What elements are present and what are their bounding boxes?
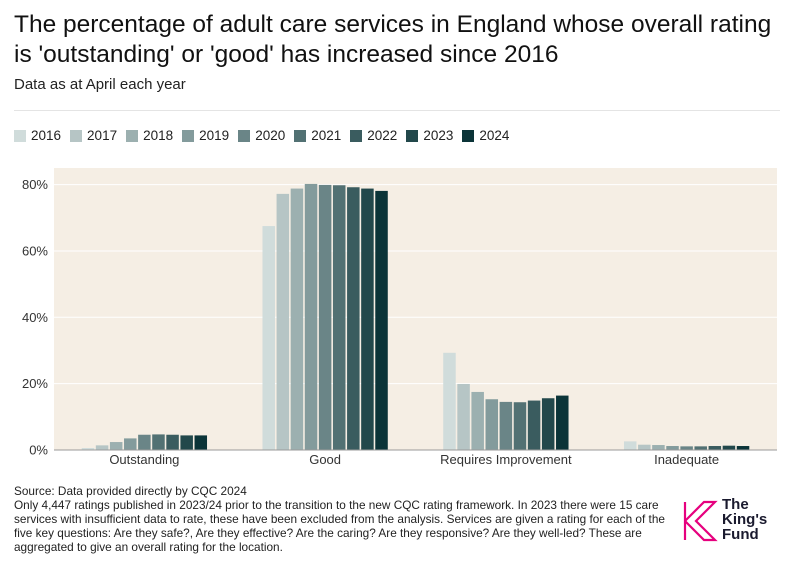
logo-line-1: The <box>722 496 749 513</box>
legend-label: 2019 <box>199 128 230 143</box>
bar-good-2024 <box>375 190 388 450</box>
bar-chart: 0% 20% 40% 60% 80% Outstanding Good Requires Im… <box>22 168 777 467</box>
bar-requires-improvement-2024 <box>556 395 569 450</box>
legend-label: 2021 <box>311 128 342 143</box>
bar-requires-improvement-2023 <box>541 398 555 450</box>
legend-item-2023: 2023 <box>406 128 453 143</box>
plot-background <box>54 168 777 450</box>
legend-item-2016: 2016 <box>14 128 61 143</box>
y-tick-label: 0% <box>29 443 48 458</box>
legend-label: 2018 <box>143 128 174 143</box>
kings-fund-k-icon <box>683 500 718 542</box>
legend-item-2018: 2018 <box>126 128 173 143</box>
legend-swatch <box>406 129 419 142</box>
bar-requires-improvement-2021 <box>513 402 527 450</box>
source-note: Source: Data provided directly by CQC 20… <box>14 484 247 498</box>
bar-inadequate-2023 <box>722 445 736 450</box>
bar-outstanding-2023 <box>180 435 193 450</box>
legend-label: 2017 <box>87 128 118 143</box>
legend-swatch <box>462 129 475 142</box>
bar-outstanding-2020 <box>138 434 151 450</box>
y-tick-label: 20% <box>22 376 48 391</box>
bar-good-2023 <box>361 188 374 451</box>
footer: Source: Data provided directly by CQC 20… <box>14 484 684 554</box>
y-tick-label: 80% <box>22 177 48 192</box>
legend-label: 2024 <box>479 128 510 143</box>
bar-inadequate-2016 <box>623 441 637 450</box>
legend-swatch <box>350 129 363 142</box>
bar-outstanding-2017 <box>95 445 109 450</box>
bar-inadequate-2021 <box>694 446 707 450</box>
bar-outstanding-2021 <box>152 434 165 450</box>
legend-label: 2016 <box>31 128 62 143</box>
legend-label: 2020 <box>255 128 286 143</box>
legend-label: 2022 <box>367 128 398 143</box>
legend-swatch <box>126 129 139 142</box>
bar-good-2016 <box>262 226 275 450</box>
divider <box>14 110 780 111</box>
bar-good-2022 <box>347 187 360 450</box>
methodology-note: Only 4,447 ratings published in 2023/24 … <box>14 498 665 554</box>
bar-good-2019 <box>304 183 318 450</box>
legend-item-2024: 2024 <box>462 128 509 143</box>
legend-item-2020: 2020 <box>238 128 285 143</box>
bar-requires-improvement-2019 <box>485 399 499 450</box>
legend-swatch <box>238 129 251 142</box>
x-category-label: Outstanding <box>109 452 179 467</box>
bar-outstanding-2022 <box>166 434 179 450</box>
legend-swatch <box>14 129 26 142</box>
legend-item-2017: 2017 <box>70 128 117 143</box>
chart-title: The percentage of adult care services in… <box>14 11 772 68</box>
bar-requires-improvement-2017 <box>457 383 470 450</box>
legend-label: 2023 <box>423 128 454 143</box>
bar-inadequate-2024 <box>736 446 750 450</box>
legend-swatch <box>70 129 83 142</box>
bar-good-2021 <box>332 185 346 450</box>
bar-outstanding-2019 <box>124 438 137 450</box>
bar-outstanding-2018 <box>109 442 123 450</box>
bar-requires-improvement-2022 <box>527 400 541 450</box>
bar-good-2020 <box>318 184 332 451</box>
legend-item-2019: 2019 <box>182 128 229 143</box>
y-tick-label: 40% <box>22 310 48 325</box>
bar-inadequate-2018 <box>652 445 665 450</box>
legend-swatch <box>182 129 195 142</box>
x-category-label: Inadequate <box>654 452 719 467</box>
legend: 2016 2017 2018 2019 2020 2021 2022 2023 2024 <box>14 128 509 143</box>
y-tick-label: 60% <box>22 243 48 258</box>
legend-item-2021: 2021 <box>294 128 341 143</box>
bar-inadequate-2017 <box>638 444 651 450</box>
bar-requires-improvement-2016 <box>443 352 456 450</box>
legend-swatch <box>294 129 307 142</box>
bar-inadequate-2020 <box>680 446 693 450</box>
logo-line-2: King's <box>722 511 768 528</box>
legend-item-2022: 2022 <box>350 128 397 143</box>
bar-requires-improvement-2020 <box>499 401 513 450</box>
x-category-label: Requires Improvement <box>440 452 572 467</box>
chart-subtitle: Data as at April each year <box>14 76 186 93</box>
bar-inadequate-2022 <box>708 446 722 450</box>
kings-fund-logo: The King's Fund <box>682 497 782 547</box>
bar-requires-improvement-2018 <box>471 391 484 450</box>
bar-inadequate-2019 <box>666 446 679 450</box>
bar-outstanding-2024 <box>194 435 208 450</box>
bar-good-2018 <box>290 188 304 451</box>
bar-outstanding-2016 <box>81 448 95 450</box>
x-category-label: Good <box>309 452 341 467</box>
bar-good-2017 <box>276 193 290 450</box>
logo-line-3: Fund <box>722 526 759 543</box>
